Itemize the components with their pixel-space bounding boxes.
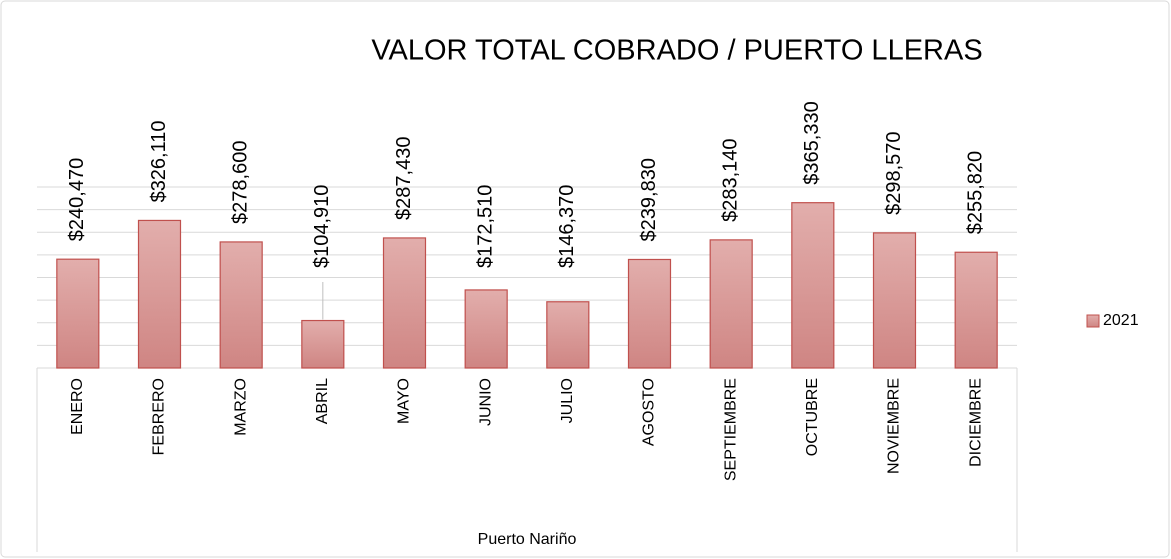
data-label: $278,600 <box>229 141 251 224</box>
data-label: $104,910 <box>311 185 333 268</box>
data-label: $298,570 <box>883 131 905 214</box>
x-tick-label: ENERO <box>69 378 86 435</box>
data-label: $240,470 <box>66 158 88 241</box>
bar <box>954 251 998 369</box>
bar <box>56 258 100 369</box>
chart-title: VALOR TOTAL COBRADO / PUERTO LLERAS <box>371 35 982 67</box>
x-tick-label: JUNIO <box>477 378 494 426</box>
data-label: $255,820 <box>964 151 986 234</box>
bar <box>627 258 672 369</box>
data-label: $172,510 <box>474 185 496 268</box>
bar <box>791 202 835 369</box>
x-tick-label: ABRIL <box>314 378 331 424</box>
bar <box>382 237 427 369</box>
data-label: $365,330 <box>801 101 823 184</box>
bar <box>137 219 182 369</box>
x-tick-label: SEPTIEMBRE <box>722 378 739 481</box>
legend-swatch <box>1086 314 1100 328</box>
data-label: $239,830 <box>638 158 660 241</box>
x-tick-label: MARZO <box>232 378 249 436</box>
data-label: $326,110 <box>148 120 170 202</box>
bar <box>219 241 263 369</box>
bar <box>709 239 753 369</box>
category-group-label: Puerto Nariño <box>478 531 577 548</box>
x-tick-label: JULIO <box>559 378 576 423</box>
legend-label: 2021 <box>1103 312 1139 329</box>
bar <box>872 232 917 369</box>
bar <box>546 301 590 369</box>
x-tick-label: OCTUBRE <box>804 378 821 456</box>
x-tick-label: FEBRERO <box>151 378 168 455</box>
bar <box>464 289 508 369</box>
data-label: $287,430 <box>393 137 415 220</box>
x-tick-label: AGOSTO <box>641 378 658 446</box>
x-tick-label: DICIEMBRE <box>967 378 984 467</box>
x-tick-label: MAYO <box>396 378 413 424</box>
data-label: $283,140 <box>719 138 741 221</box>
bar <box>301 319 345 369</box>
data-label: $146,370 <box>556 185 578 268</box>
x-tick-label: NOVIEMBRE <box>886 378 903 474</box>
